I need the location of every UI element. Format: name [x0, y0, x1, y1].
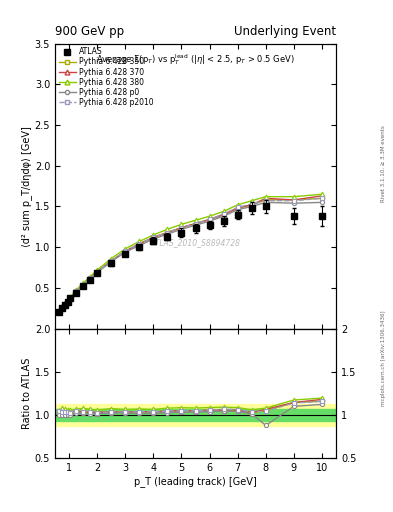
Text: Underlying Event: Underlying Event [234, 26, 336, 38]
Text: ATLAS_2010_S8894728: ATLAS_2010_S8894728 [151, 239, 241, 248]
Bar [55, 404, 336, 426]
Y-axis label: ⟨d² sum p_T/dηdφ⟩ [GeV]: ⟨d² sum p_T/dηdφ⟩ [GeV] [21, 125, 32, 246]
Text: Rivet 3.1.10, ≥ 3.3M events: Rivet 3.1.10, ≥ 3.3M events [381, 125, 386, 202]
Text: Average $\Sigma$(p$_T$) vs p$_T^{\rm lead}$ ($|\eta|$ < 2.5, p$_T$ > 0.5 GeV): Average $\Sigma$(p$_T$) vs p$_T^{\rm lea… [96, 52, 295, 67]
Text: mcplots.cern.ch [arXiv:1306.3436]: mcplots.cern.ch [arXiv:1306.3436] [381, 311, 386, 406]
Legend: ATLAS, Pythia 6.428 350, Pythia 6.428 370, Pythia 6.428 380, Pythia 6.428 p0, Py: ATLAS, Pythia 6.428 350, Pythia 6.428 37… [57, 46, 155, 109]
X-axis label: p_T (leading track) [GeV]: p_T (leading track) [GeV] [134, 476, 257, 487]
Bar [55, 409, 336, 421]
Y-axis label: Ratio to ATLAS: Ratio to ATLAS [22, 358, 32, 429]
Text: 900 GeV pp: 900 GeV pp [55, 26, 124, 38]
